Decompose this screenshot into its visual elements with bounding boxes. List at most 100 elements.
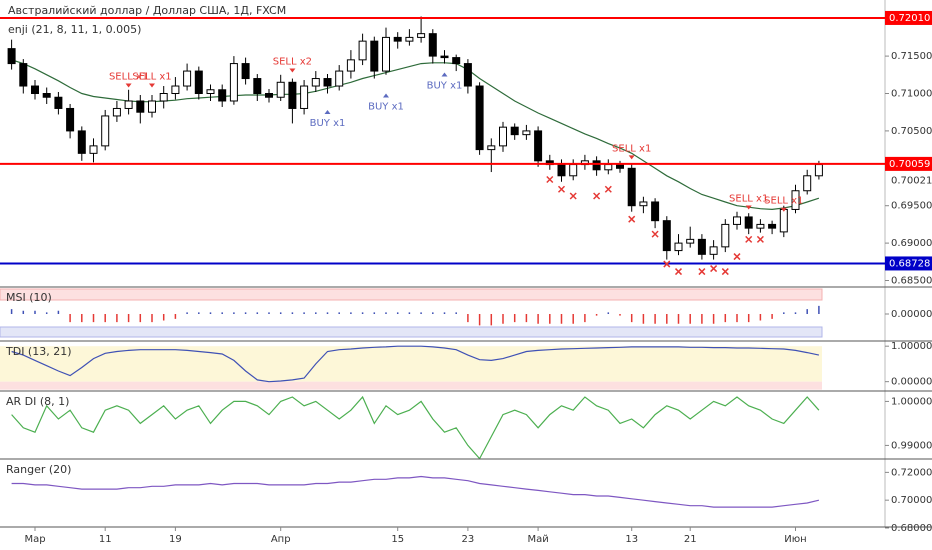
candle-body <box>768 223 777 229</box>
signal-arrow <box>383 93 389 98</box>
candle-body <box>54 96 63 109</box>
signal-arrow <box>125 83 132 88</box>
bar <box>666 314 668 324</box>
bar <box>443 312 446 314</box>
band <box>0 346 822 382</box>
candle-body <box>159 93 168 102</box>
cross-marker <box>745 235 753 243</box>
candle-body <box>393 36 402 42</box>
candle-body <box>651 201 660 222</box>
last-price-label: 0.70021 <box>891 176 932 187</box>
signal-arrow <box>324 109 331 114</box>
candle-body <box>709 246 718 255</box>
candle-body <box>557 164 566 177</box>
signal-label: SELL x1 <box>132 72 171 83</box>
bar <box>537 314 539 324</box>
signal-arrow <box>289 68 296 73</box>
bar <box>712 314 715 324</box>
bar <box>455 312 457 314</box>
candle-body <box>171 85 180 95</box>
candle-body <box>194 70 203 95</box>
bar <box>630 314 633 323</box>
bar <box>747 314 750 323</box>
candle-body <box>276 81 285 98</box>
ma-line <box>11 59 820 211</box>
x-tick-label: 19 <box>169 534 182 545</box>
candle-body <box>77 130 86 154</box>
bar <box>34 310 36 314</box>
candle-body <box>791 190 800 210</box>
bar <box>256 312 259 314</box>
cross-marker <box>546 175 554 184</box>
cross-marker <box>698 268 706 276</box>
candle-body <box>534 130 543 162</box>
bar <box>151 314 153 323</box>
candle-body <box>440 55 449 59</box>
bar <box>818 305 820 314</box>
bar <box>268 312 270 314</box>
bar <box>502 314 504 324</box>
bar <box>794 312 797 314</box>
bar <box>396 312 399 314</box>
candle-body <box>417 33 426 38</box>
bar <box>315 312 317 314</box>
candle-body <box>756 223 765 229</box>
candle-body <box>218 89 227 102</box>
candle-body <box>405 36 414 42</box>
y-tick-label: 0.00000 <box>891 309 932 320</box>
y-tick-label: 0.70000 <box>891 495 932 506</box>
candle-body <box>452 57 461 65</box>
y-tick-label: 0.99000 <box>891 440 932 451</box>
bar <box>549 314 551 324</box>
bar <box>92 314 95 323</box>
candle-body <box>335 70 344 87</box>
candle-body <box>253 78 262 95</box>
signal-label: SELL x1 <box>612 143 651 154</box>
signal-label: SELL x1 <box>729 193 768 204</box>
candle-body <box>779 208 788 233</box>
bar <box>701 314 703 324</box>
bar <box>69 314 71 323</box>
cross-marker <box>569 192 577 200</box>
level-label: 0.70059 <box>889 159 930 170</box>
bar <box>104 314 106 323</box>
candle-body <box>744 216 753 229</box>
bar <box>127 314 130 323</box>
candle-body <box>136 100 145 113</box>
band <box>0 326 823 338</box>
candle-body <box>510 126 519 136</box>
cross-marker <box>756 235 764 243</box>
candle-body <box>592 160 601 171</box>
candle-body <box>311 78 320 87</box>
bar <box>783 312 785 314</box>
bar <box>408 312 411 314</box>
candle-body <box>89 145 98 154</box>
bar <box>198 312 200 314</box>
x-tick-label: 21 <box>684 534 697 545</box>
x-tick-label: 23 <box>462 534 475 545</box>
bar <box>350 312 352 314</box>
bar <box>45 312 48 314</box>
bar <box>209 312 212 314</box>
candle-body <box>697 238 706 255</box>
y-tick-label: 0.69500 <box>891 201 932 212</box>
bar <box>81 314 83 323</box>
level-tag <box>885 156 932 171</box>
x-tick-label: Мар <box>24 534 45 545</box>
candle-body <box>206 89 215 95</box>
candle-body <box>721 223 730 248</box>
cross-marker <box>710 265 718 273</box>
signal-arrow <box>780 207 787 212</box>
y-tick-label: 0.68000 <box>891 523 932 534</box>
cross-marker <box>557 185 566 193</box>
y-tick-label: 1.00000 <box>891 341 932 352</box>
candle-body <box>42 93 51 98</box>
candle-body <box>616 164 624 169</box>
candle-body <box>370 40 379 72</box>
level-label: 0.68728 <box>889 258 930 269</box>
signal-arrow <box>149 83 155 88</box>
cross-marker <box>604 185 612 193</box>
x-tick-label: Май <box>527 534 548 545</box>
y-tick-label: 0.68500 <box>891 276 932 287</box>
